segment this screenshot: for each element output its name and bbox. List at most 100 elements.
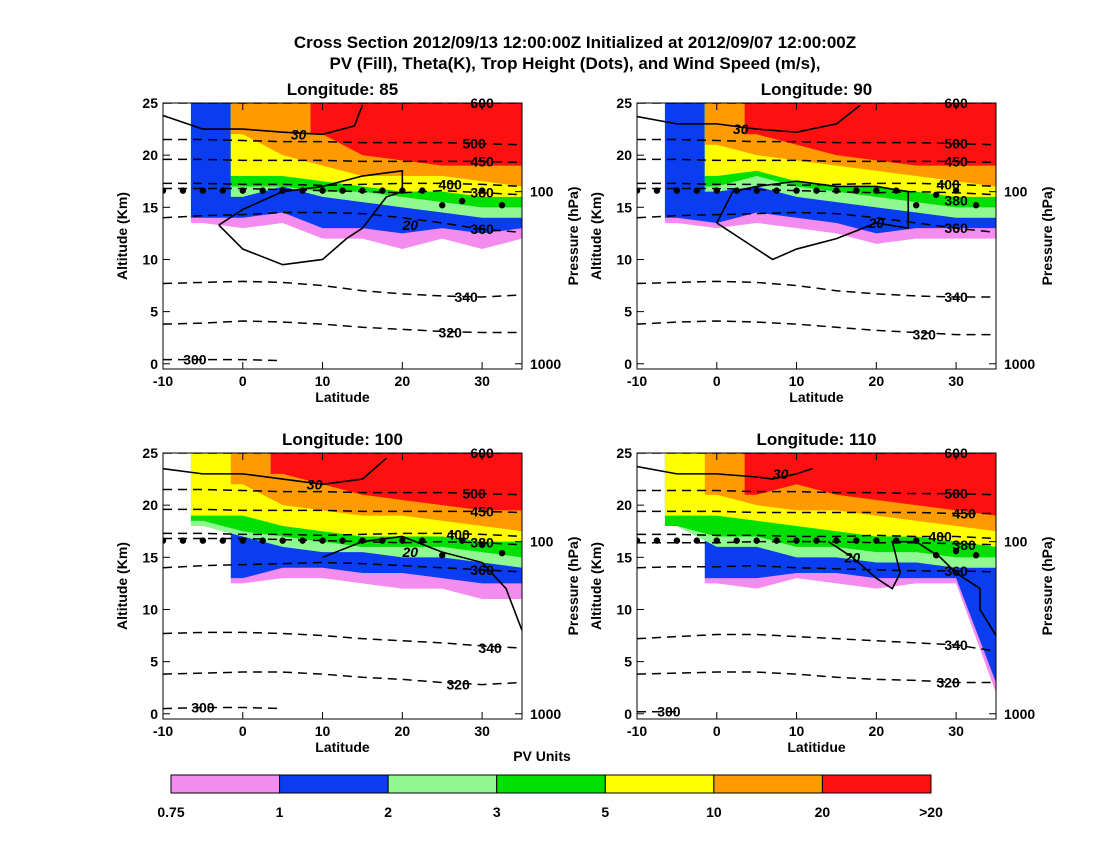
- theta-label-380: 380: [470, 535, 494, 551]
- x-tick-label: 20: [869, 723, 885, 739]
- theta-label-450: 450: [944, 153, 968, 169]
- trop-height-dot: [219, 187, 227, 194]
- wind-contour-20: [716, 180, 910, 261]
- theta-contour-300: [163, 358, 283, 362]
- trop-height-dot: [873, 537, 880, 544]
- theta-label-300: 300: [183, 352, 207, 368]
- y-tick-label: 5: [150, 654, 158, 670]
- colorbar-swatch-10: [713, 774, 823, 794]
- y-tick-label: 15: [616, 199, 632, 215]
- trop-height-dot: [733, 537, 740, 544]
- x-tick-label: 10: [315, 723, 331, 739]
- wind-contour-30: [637, 465, 813, 480]
- x-axis-label: Latitude: [315, 739, 370, 755]
- pressure-axis-label: Pressure (hPa): [565, 187, 581, 286]
- trop-height-dot: [379, 187, 386, 194]
- trop-height-dot: [952, 547, 960, 555]
- pv-fill-20: [744, 453, 996, 516]
- trop-height-dot: [339, 537, 346, 544]
- theta-label-450: 450: [470, 153, 494, 169]
- pressure-tick-label: 100: [1004, 534, 1028, 550]
- y-tick-label: 5: [624, 654, 632, 670]
- colorbar-swatch-2: [387, 774, 498, 794]
- theta-label-320: 320: [913, 327, 937, 343]
- y-axis-label: Altitude (Km): [114, 192, 130, 280]
- trop-height-dot: [299, 537, 306, 544]
- trop-height-dot: [259, 537, 266, 544]
- theta-label-340: 340: [454, 289, 478, 305]
- x-tick-label: 20: [395, 373, 411, 389]
- y-tick-label: 0: [150, 356, 158, 372]
- y-axis-label: Altitude (Km): [588, 192, 604, 280]
- theta-label-360: 360: [470, 562, 494, 578]
- theta-label-360: 360: [470, 221, 494, 237]
- theta-label-360: 360: [944, 563, 968, 579]
- trop-height-dot: [419, 187, 426, 194]
- trop-height-dot: [279, 187, 286, 194]
- trop-height-dot: [952, 187, 960, 194]
- theta-label-400: 400: [446, 526, 470, 542]
- plot-frame: [162, 102, 523, 370]
- theta-label-320: 320: [446, 677, 470, 693]
- plot-area: [163, 453, 522, 710]
- theta-label-340: 340: [944, 289, 968, 305]
- theta-label-500: 500: [462, 136, 486, 152]
- trop-height-dot: [299, 187, 306, 194]
- y-tick-label: 5: [150, 304, 158, 320]
- y-axis-label: Altitude (Km): [114, 542, 130, 630]
- figure-title-line1: Cross Section 2012/09/13 12:00:00Z Initi…: [294, 33, 856, 52]
- pv-fill-20: [744, 103, 996, 166]
- x-tick-label: -10: [153, 373, 173, 389]
- trop-height-dot: [793, 537, 800, 544]
- trop-height-dot: [733, 187, 740, 194]
- y-tick-label: 20: [142, 147, 158, 163]
- colorbar-swatch-1: [279, 774, 389, 794]
- pv-fill-20: [270, 453, 522, 511]
- theta-label-300: 300: [191, 700, 215, 716]
- theta-label-300: 300: [657, 704, 681, 720]
- trop-height-dot: [972, 552, 980, 559]
- y-tick-label: 15: [142, 549, 158, 565]
- pressure-tick-label: 1000: [530, 706, 561, 722]
- x-tick-label: 20: [395, 723, 411, 739]
- trop-height-dot: [498, 202, 506, 209]
- colorbar: PV Units 0.75 1 2 3 5 10 20 >20: [157, 748, 943, 820]
- y-tick-label: 20: [142, 497, 158, 513]
- trop-height-dot: [163, 537, 167, 544]
- trop-height-dot: [913, 537, 920, 544]
- colorbar-swatch-0.75: [170, 774, 281, 794]
- trop-height-dot: [813, 537, 820, 544]
- trop-height-dot: [813, 187, 820, 194]
- y-tick-label: 15: [142, 199, 158, 215]
- trop-height-dot: [693, 537, 701, 544]
- panel-title: Longitude: 110: [757, 430, 877, 449]
- trop-height-dot: [653, 537, 661, 544]
- panel-title: Longitude: 100: [282, 430, 403, 449]
- y-tick-label: 10: [142, 251, 158, 267]
- trop-height-dot: [179, 537, 187, 544]
- theta-contour-340: [637, 633, 996, 652]
- theta-label-500: 500: [944, 486, 968, 502]
- trop-height-dot: [279, 537, 286, 544]
- pressure-axis-label: Pressure (hPa): [565, 537, 581, 636]
- theta-label-380: 380: [470, 185, 494, 201]
- wind-label-20: 20: [402, 544, 419, 560]
- colorbar-label: 1: [276, 804, 284, 820]
- pressure-tick-label: 100: [530, 184, 554, 200]
- trop-height-dot: [239, 537, 246, 544]
- trop-height-dot: [199, 537, 207, 544]
- trop-height-dot: [833, 187, 840, 194]
- colorbar-title: PV Units: [513, 748, 571, 764]
- trop-height-dot: [439, 202, 446, 209]
- pressure-tick-label: 1000: [1004, 356, 1035, 372]
- theta-contour-300: [163, 706, 283, 710]
- trop-height-dot: [478, 187, 486, 194]
- trop-height-dot: [179, 187, 187, 194]
- x-tick-label: 10: [315, 373, 331, 389]
- trop-height-dot: [439, 552, 446, 559]
- trop-height-dot: [853, 537, 860, 544]
- trop-height-dot: [673, 187, 681, 194]
